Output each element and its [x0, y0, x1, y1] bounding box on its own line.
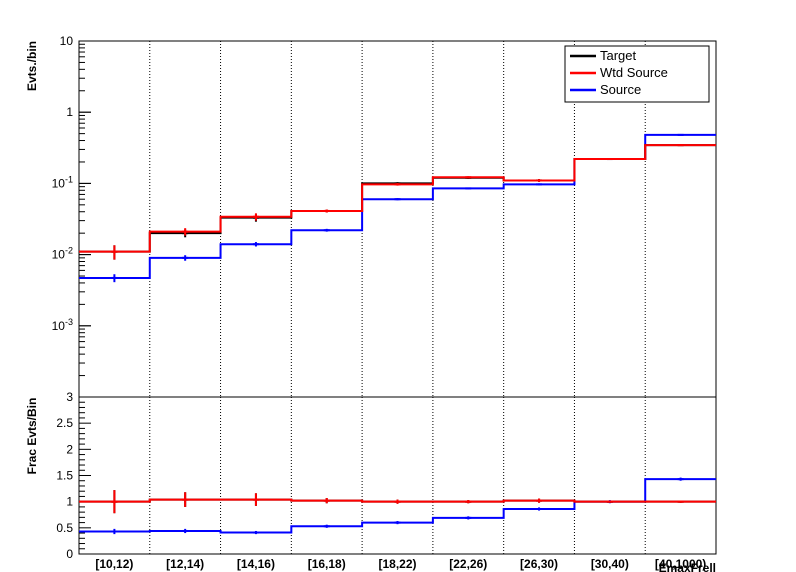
legend-label: Source	[600, 82, 641, 97]
x-category-label: [14,16)	[237, 557, 275, 571]
x-category-label: [26,30)	[520, 557, 558, 571]
y-tick-label: 3	[66, 390, 73, 404]
x-category-label: [30,40)	[591, 557, 629, 571]
x-axis-title: EmaxFrell	[659, 561, 716, 572]
y-tick-label: 1.5	[56, 469, 73, 483]
y-axis-title: Frac Evts/Bin	[25, 398, 39, 475]
y-tick-label: 1	[66, 105, 73, 119]
x-category-label: [12,14)	[166, 557, 204, 571]
ratio-panel: 0 0.5 1 1.5 2 2.5 3 Frac Evts/Bin [10,12) [12,14)…	[25, 390, 717, 572]
main-panel: 10 1 10-1 10-2 10-3 Evts./bin	[25, 34, 717, 398]
x-category-label: [16,18)	[308, 557, 346, 571]
y-axis-title: Evts./bin	[25, 41, 39, 91]
x-category-label: [22,26)	[449, 557, 487, 571]
y-tick-label: 10-2	[52, 246, 73, 262]
x-category-label: [10,12)	[95, 557, 133, 571]
y-tick-label: 10-3	[52, 317, 73, 333]
y-tick-label: 1	[66, 495, 73, 509]
y-tick-label: 0.5	[56, 521, 73, 535]
legend: Target Wtd Source Source	[564, 45, 710, 103]
y-tick-label: 10	[60, 34, 74, 48]
legend-label: Wtd Source	[600, 65, 668, 80]
x-category-label: [18,22)	[378, 557, 416, 571]
y-tick-label: 0	[66, 547, 73, 561]
y-tick-label: 2.5	[56, 416, 73, 430]
y-tick-label: 2	[66, 442, 73, 456]
series-line	[79, 498, 716, 503]
legend-label: Target	[600, 48, 637, 63]
y-tick-label: 10-1	[52, 174, 73, 190]
x-category-label: [40,1000)	[655, 557, 706, 571]
